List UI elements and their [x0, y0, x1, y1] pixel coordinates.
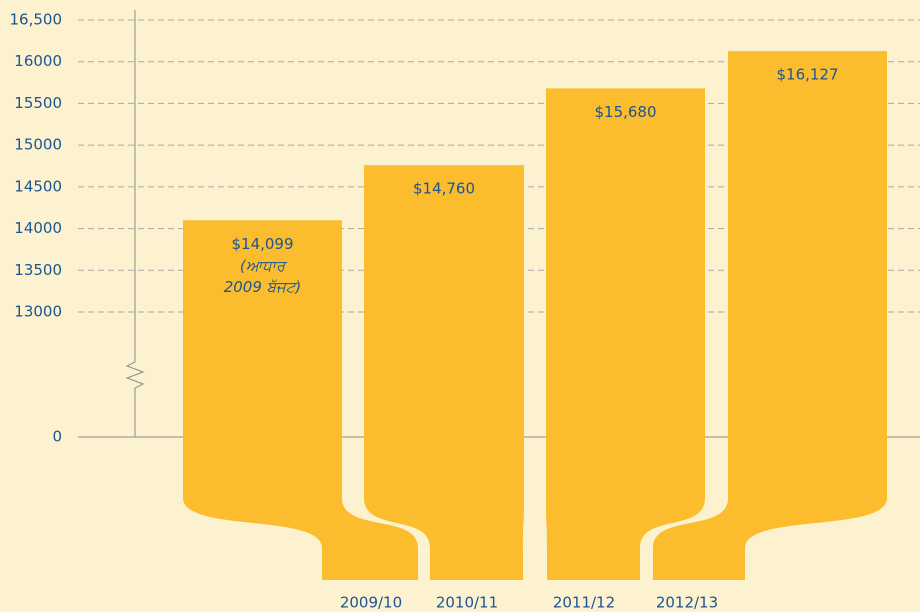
x-tick-label: 2010/11	[436, 594, 498, 612]
y-tick-label: 13000	[14, 303, 62, 321]
value-label: $15,680	[594, 103, 656, 121]
annotation: 2009 ਬੱਜਟ)	[224, 278, 302, 296]
value-label: $16,127	[776, 66, 838, 84]
y-axis	[125, 10, 145, 437]
bar	[183, 220, 418, 580]
x-tick-label: 2009/10	[340, 594, 402, 612]
value-label: $14,099	[231, 235, 293, 253]
y-tick-label: 13500	[14, 261, 62, 279]
y-tick-label: 14500	[14, 177, 62, 195]
y-tick-label: 15500	[14, 94, 62, 112]
x-tick-label: 2011/12	[553, 594, 615, 612]
value-label: $14,760	[413, 180, 475, 198]
y-tick-label: 15000	[14, 136, 62, 154]
bar	[364, 165, 524, 580]
annotation: (ਆਧਾਰ	[240, 257, 288, 275]
y-tick-label: 14000	[14, 219, 62, 237]
x-tick-label: 2012/13	[656, 594, 718, 612]
bar	[653, 51, 887, 581]
y-tick-label: 16,500	[10, 11, 63, 29]
y-tick-label: 0	[52, 428, 62, 446]
bar	[546, 88, 705, 580]
y-tick-label: 16000	[14, 52, 62, 70]
